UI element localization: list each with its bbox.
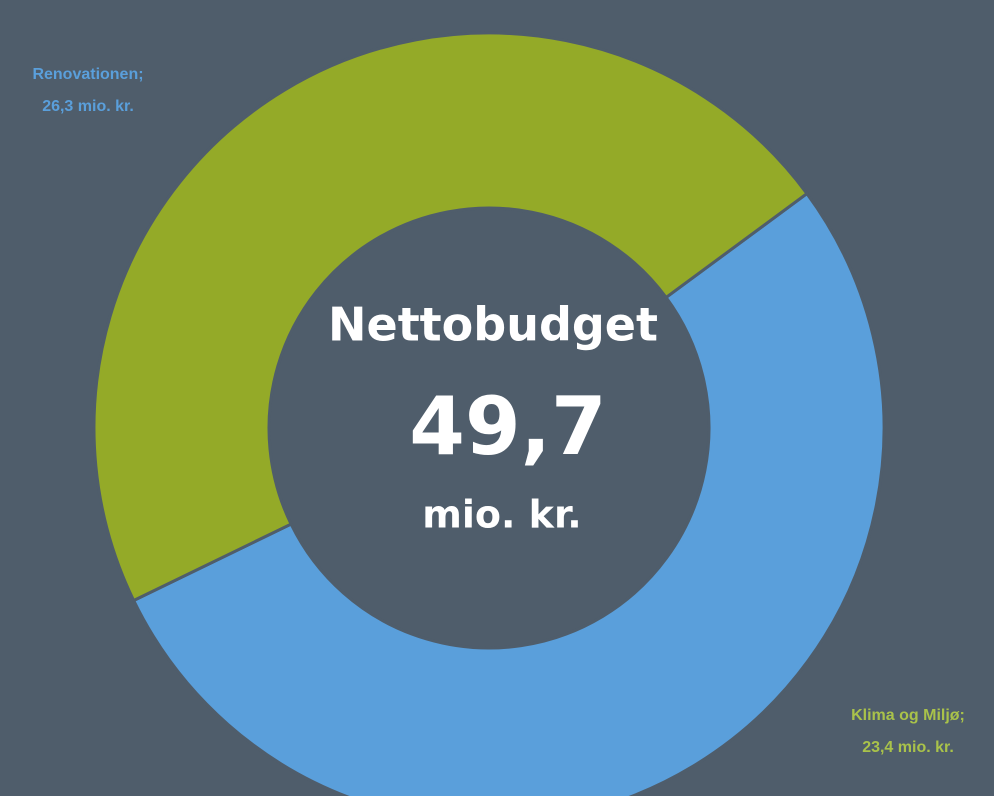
category-label: Klima og Miljø;: [851, 707, 965, 724]
center-title: Nettobudget: [328, 298, 658, 352]
center-value: 49,7: [409, 380, 606, 473]
category-label: Renovationen;: [32, 66, 143, 83]
donut-segment: [131, 191, 886, 796]
donut: [92, 31, 886, 796]
value-label: 23,4 mio. kr.: [862, 739, 954, 756]
value-label: 26,3 mio. kr.: [42, 98, 134, 115]
center-unit: mio. kr.: [422, 493, 581, 537]
donut-segment: [92, 31, 810, 603]
